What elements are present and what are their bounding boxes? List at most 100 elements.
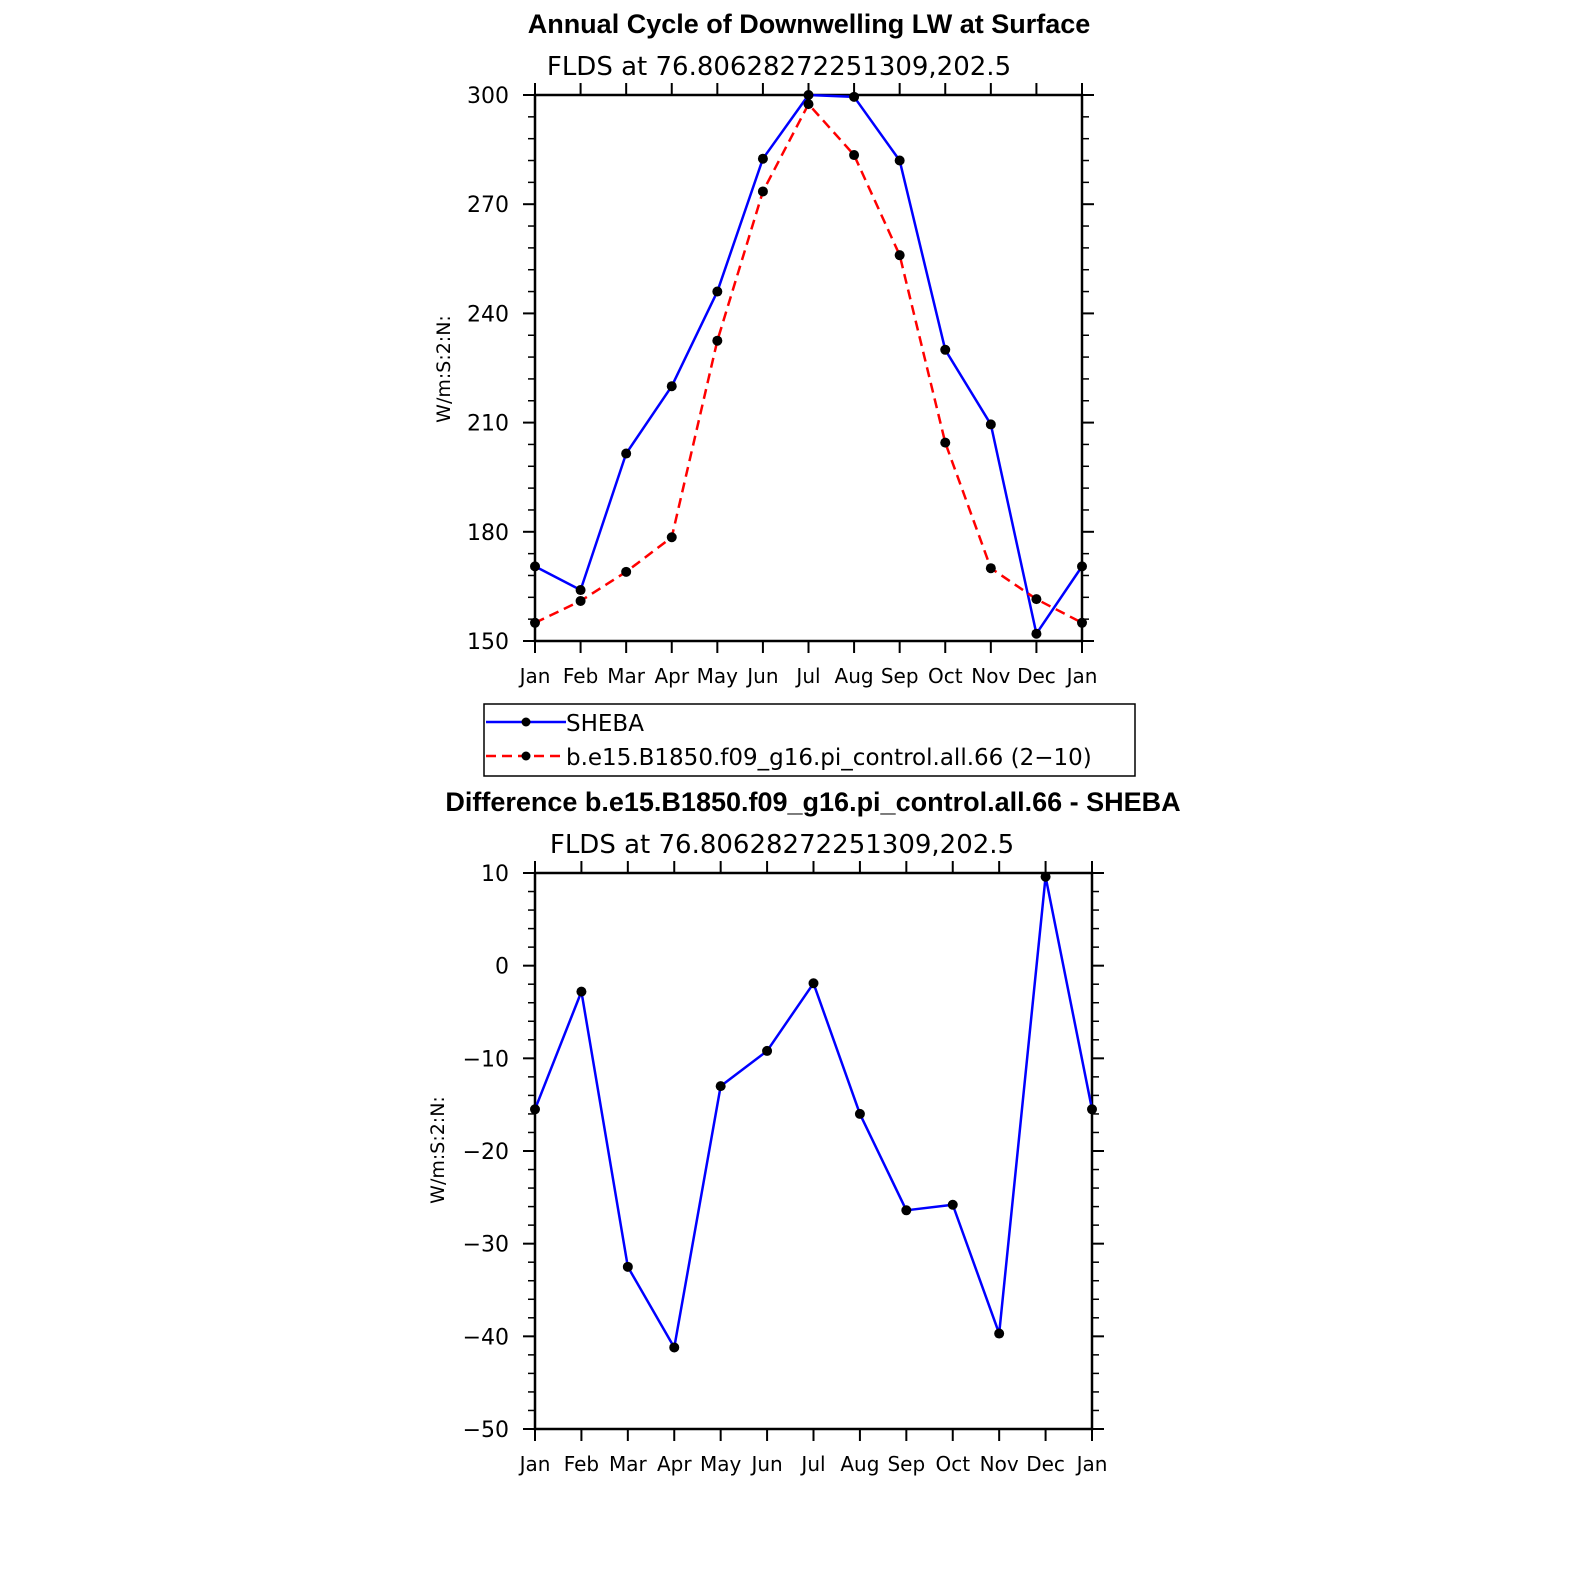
bottom-series-0-line	[533, 875, 1094, 1349]
bottom-y-tick-label: 10	[481, 862, 509, 887]
bottom-series-0-point	[1087, 1104, 1097, 1115]
bottom-x-tick-label: Feb	[564, 1452, 599, 1476]
top-x-tick-label: Oct	[928, 664, 963, 688]
legend-item-model: b.e15.B1850.f09_g16.pi_control.all.66 (2…	[486, 745, 1092, 771]
bottom-x-tick-label: Oct	[935, 1452, 970, 1476]
bottom-x-tick-label: Apr	[657, 1452, 692, 1476]
top-series-0-point	[940, 344, 951, 355]
bottom-plot-frame	[533, 871, 1094, 1431]
top-y-tick-label: 150	[467, 630, 509, 655]
bottom-x-tick-label: Jan	[518, 1452, 551, 1476]
top-series-1-point	[757, 186, 768, 197]
bottom-chart-title: Difference b.e15.B1850.f09_g16.pi_contro…	[445, 787, 1180, 817]
bottom-series-0-point	[762, 1045, 773, 1056]
top-series-1-point	[849, 150, 860, 161]
top-y-tick-label: 300	[467, 84, 509, 109]
top-y-axis-label: W/m:S:2:N:	[433, 315, 455, 423]
top-series-0-point	[803, 90, 814, 100]
top-y-tick-label: 180	[467, 521, 509, 546]
top-series-1-point	[530, 617, 540, 628]
top-series-1-point	[1031, 594, 1042, 605]
bottom-series-0-point	[715, 1081, 726, 1092]
top-x-tick-label: Jan	[518, 664, 551, 688]
bottom-x-tick-label: Jul	[799, 1452, 825, 1476]
top-chart-subtitle: FLDS at 76.80628272251309,202.5	[547, 52, 1011, 82]
top-x-tick-label: Jan	[1065, 664, 1098, 688]
top-series-0-point	[1031, 628, 1042, 639]
top-series-1-point	[712, 335, 723, 346]
top-series-0-point	[849, 91, 860, 102]
legend-marker-sheba	[521, 717, 531, 727]
top-series-0-point	[666, 381, 677, 392]
bottom-series-0-point	[947, 1199, 958, 1210]
bottom-series-0-point	[994, 1328, 1005, 1339]
top-x-tick-label: Feb	[563, 664, 598, 688]
top-x-tick-label: May	[697, 664, 739, 688]
top-series-0-point	[530, 561, 540, 572]
bottom-x-tick-label: May	[700, 1452, 742, 1476]
bottom-chart-subtitle: FLDS at 76.80628272251309,202.5	[550, 830, 1014, 860]
legend-label-sheba: SHEBA	[566, 711, 644, 737]
bottom-panel: Difference b.e15.B1850.f09_g16.pi_contro…	[427, 787, 1181, 1476]
top-series-0-line	[534, 93, 1084, 635]
top-series-1-line	[534, 102, 1083, 624]
bottom-y-tick-label: −10	[463, 1047, 509, 1072]
legend-label-model: b.e15.B1850.f09_g16.pi_control.all.66 (2…	[566, 745, 1092, 771]
top-y-tick-label: 270	[467, 193, 509, 218]
bottom-series-0-point	[1040, 871, 1051, 882]
top-series-0-point	[1077, 561, 1087, 572]
top-x-tick-label: Apr	[654, 664, 689, 688]
top-x-tick-label: Jul	[794, 664, 820, 688]
top-x-tick-label: Dec	[1017, 664, 1056, 688]
legend: SHEBA b.e15.B1850.f09_g16.pi_control.all…	[483, 703, 1136, 777]
bottom-x-tick-label: Jun	[749, 1452, 782, 1476]
bottom-series-0-point	[808, 978, 819, 989]
top-y-tick-label: 240	[467, 302, 509, 327]
bottom-series-0-point	[530, 1104, 540, 1115]
top-plot-frame	[533, 93, 1084, 643]
top-series-0-point	[757, 153, 768, 164]
bottom-y-tick-label: −50	[463, 1418, 509, 1443]
top-series-0-point	[985, 419, 996, 430]
top-x-tick-label: Nov	[971, 664, 1010, 688]
bottom-y-tick-label: −40	[463, 1325, 509, 1350]
top-series-0-point	[575, 585, 586, 596]
top-series-0-point	[621, 448, 632, 459]
bottom-x-tick-label: Nov	[980, 1452, 1019, 1476]
top-x-tick-label: Sep	[881, 664, 919, 688]
top-series-1-point	[666, 532, 677, 543]
bottom-x-tick-label: Sep	[887, 1452, 925, 1476]
bottom-plot-area: Jan Feb Mar Apr May Jun Jul Aug Sep Oct Nov Dec Jan−…	[463, 861, 1108, 1476]
bottom-y-tick-label: −30	[463, 1233, 509, 1258]
legend-marker-model	[521, 751, 531, 761]
bottom-x-tick-label: Aug	[840, 1452, 879, 1476]
top-x-tick-label: Aug	[835, 664, 874, 688]
top-y-tick-label: 210	[467, 412, 509, 437]
top-series-1-point	[575, 595, 586, 606]
top-plot-area: Jan Feb Mar Apr May Jun Jul Aug Sep Oct Nov Dec Jan 1…	[467, 83, 1097, 688]
bottom-series-0-point	[576, 986, 587, 997]
top-series-1-point	[1077, 617, 1087, 628]
top-series-1-point	[621, 566, 632, 577]
top-x-tick-label: Jun	[745, 664, 778, 688]
legend-item-sheba: SHEBA	[486, 711, 644, 737]
bottom-y-tick-label: 0	[495, 955, 509, 980]
bottom-x-tick-label: Mar	[609, 1452, 648, 1476]
top-x-tick-label: Mar	[607, 664, 646, 688]
bottom-series-0-point	[669, 1342, 680, 1353]
top-chart-title: Annual Cycle of Downwelling LW at Surfac…	[528, 9, 1091, 39]
top-series-1-point	[940, 437, 951, 448]
bottom-series-0-point	[854, 1108, 865, 1119]
bottom-x-tick-label: Jan	[1075, 1452, 1108, 1476]
top-series-1-point	[803, 99, 814, 110]
top-series-0-point	[712, 286, 723, 297]
bottom-y-tick-label: −20	[463, 1140, 509, 1165]
top-series-1-point	[894, 250, 905, 261]
bottom-series-0-point	[622, 1261, 633, 1272]
top-series-1-point	[985, 563, 996, 574]
bottom-y-axis-label: W/m:S:2:N:	[427, 1096, 449, 1204]
top-panel: Annual Cycle of Downwelling LW at Surfac…	[433, 9, 1097, 688]
top-series-0-point	[894, 155, 905, 166]
